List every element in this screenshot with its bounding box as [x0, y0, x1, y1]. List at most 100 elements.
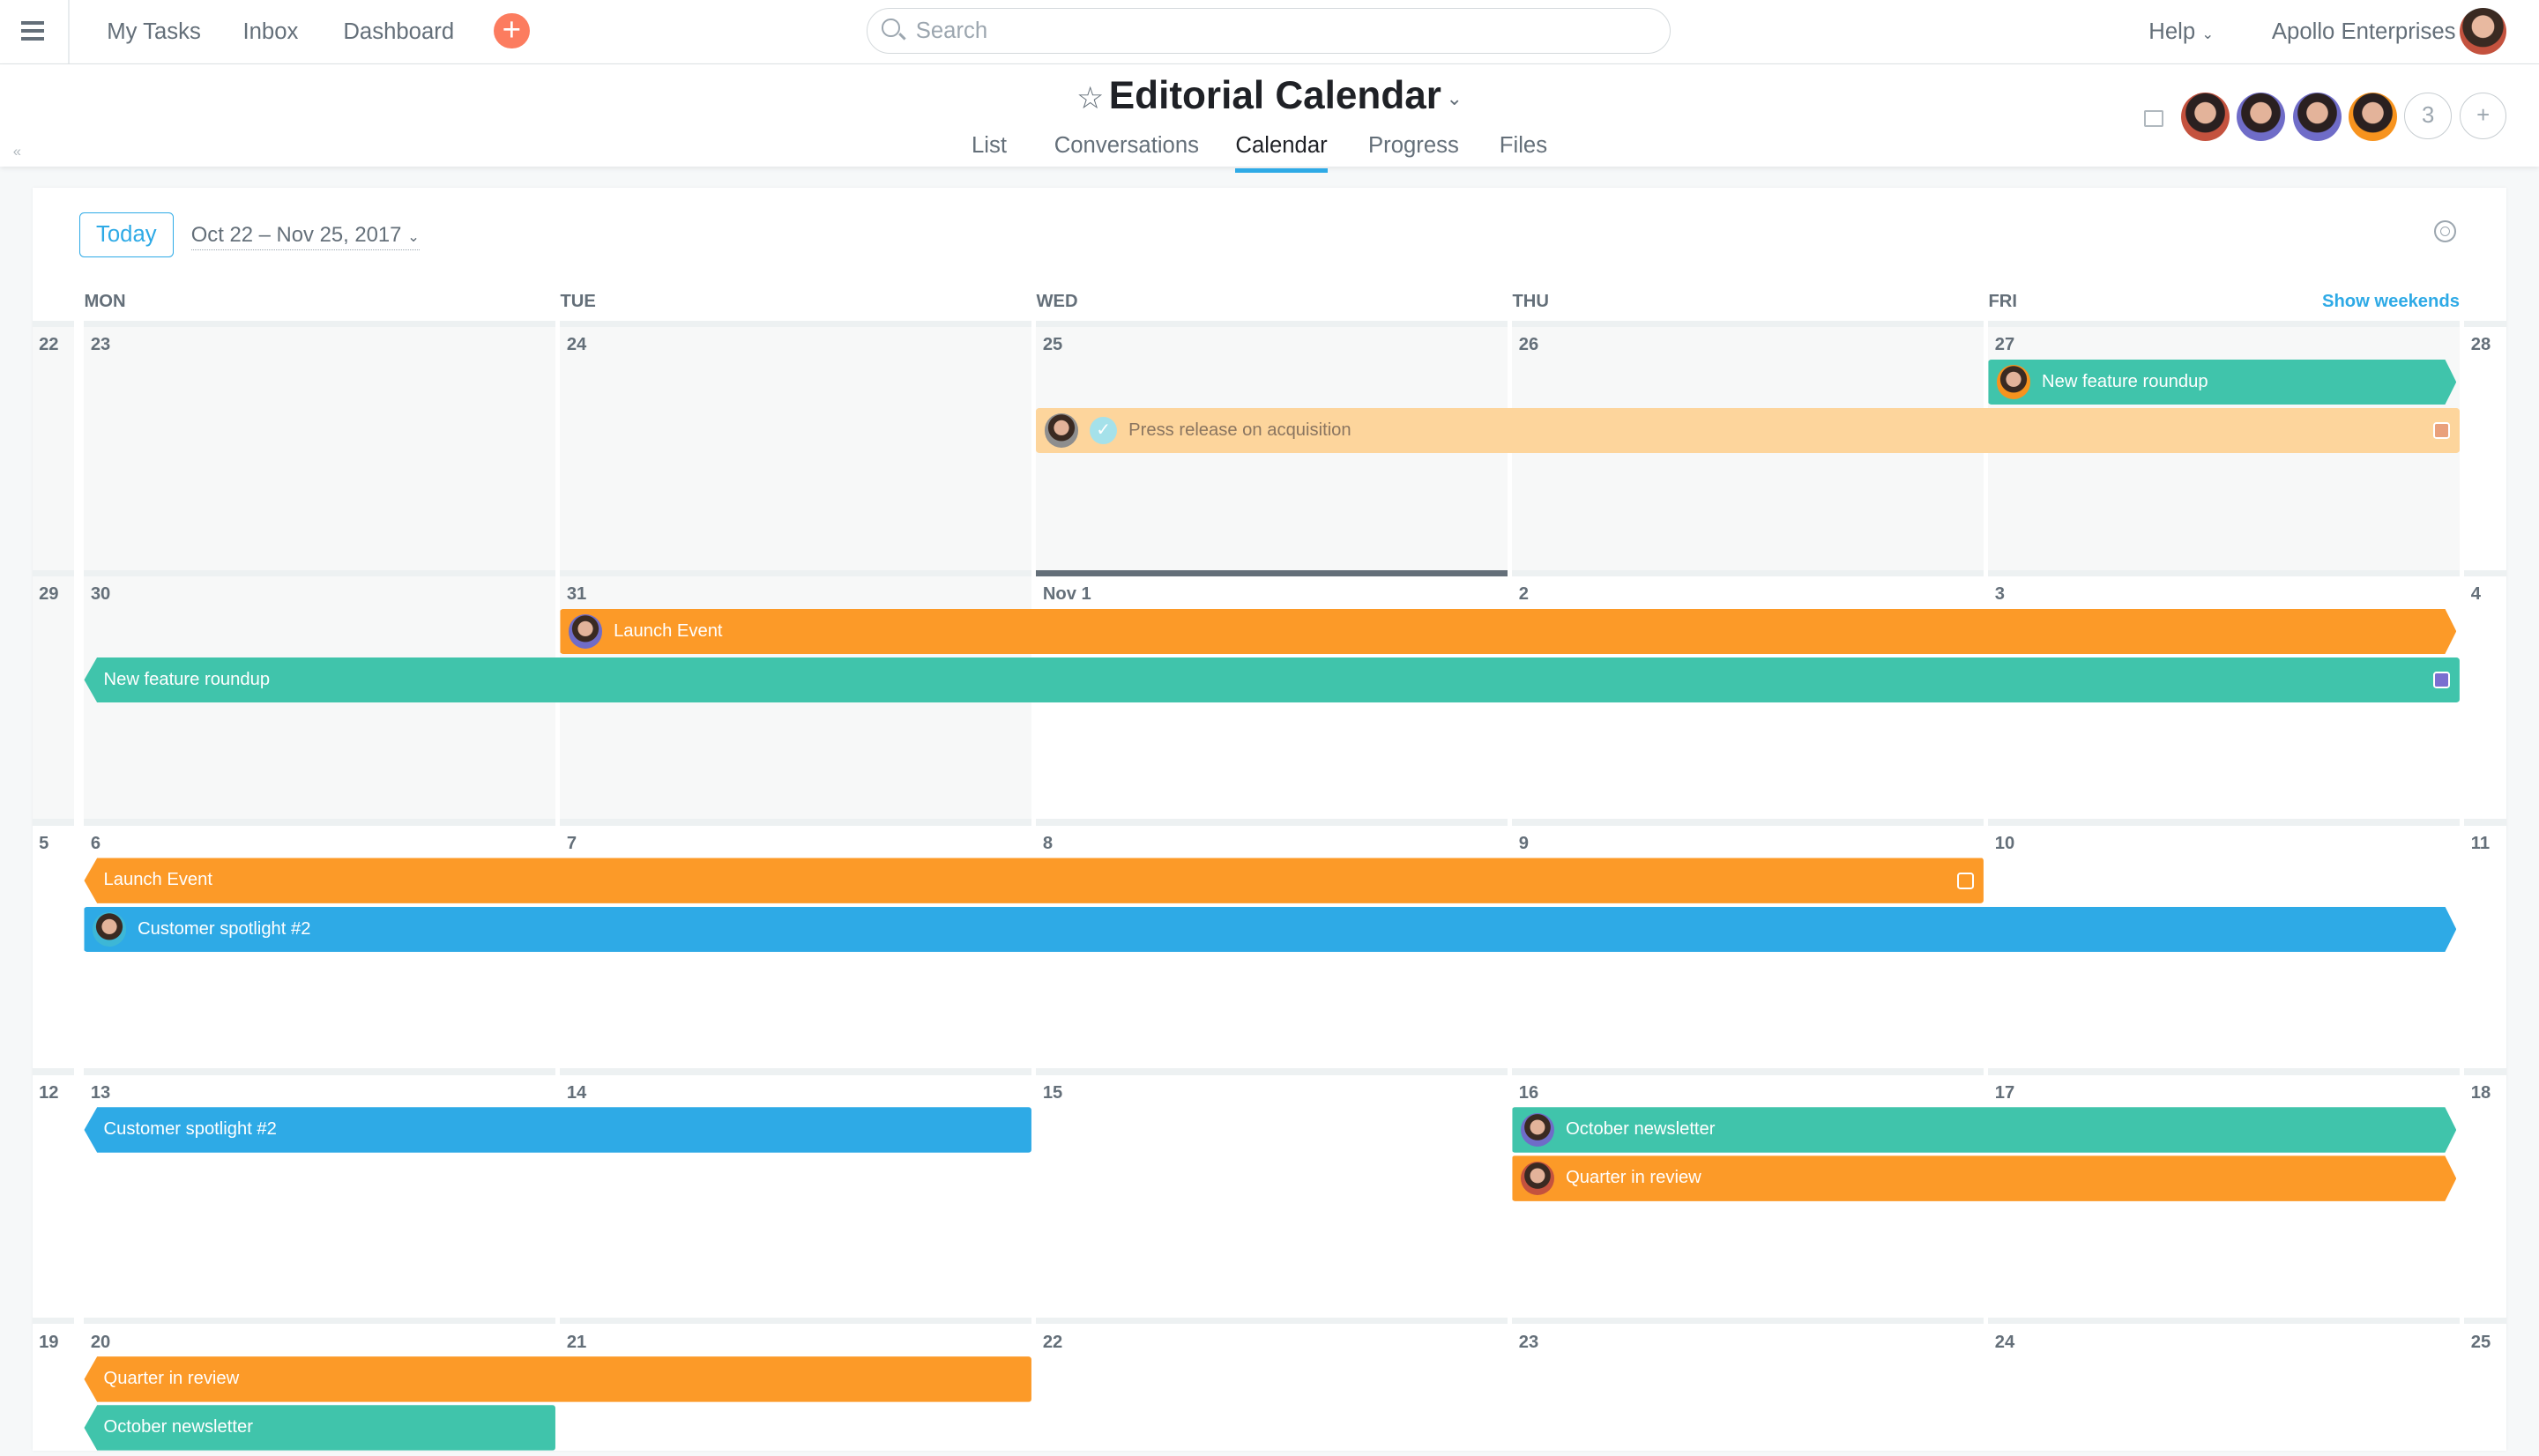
lock-icon[interactable]	[2143, 109, 2164, 127]
assignee-avatar[interactable]	[569, 614, 603, 649]
calendar-event[interactable]: New feature roundup	[84, 657, 2460, 703]
title-text[interactable]: Editorial Calendar	[1108, 74, 1441, 118]
member-avatar[interactable]	[2349, 92, 2398, 141]
day-cell[interactable]: 5	[32, 819, 75, 1068]
day-cell[interactable]: 6	[84, 819, 555, 1068]
member-avatar[interactable]	[2237, 92, 2286, 141]
day-cell-top-bar	[560, 1318, 1031, 1325]
day-cell[interactable]: 12	[32, 1068, 75, 1318]
day-cell[interactable]: 14	[560, 1068, 1031, 1318]
subtask-square-icon[interactable]	[2433, 422, 2450, 440]
day-cell[interactable]: 17	[1988, 1068, 2460, 1318]
day-cell[interactable]: 7	[560, 819, 1031, 1068]
day-cell[interactable]: 10	[1988, 819, 2460, 1068]
calendar-event[interactable]: ✓ Press release on acquisition	[1036, 407, 2460, 454]
day-cell[interactable]: 13	[84, 1068, 555, 1318]
day-cell[interactable]: 18	[2464, 1068, 2507, 1318]
event-label: Launch Event	[614, 620, 723, 641]
day-number: 3	[1994, 584, 2006, 605]
tab-list[interactable]: List	[972, 132, 1008, 158]
collapse-icon[interactable]: «	[12, 142, 21, 160]
tab-calendar[interactable]: Calendar	[1235, 133, 1328, 173]
day-cell[interactable]: 24	[1988, 1318, 2460, 1451]
day-cell[interactable]: 22	[1036, 1318, 1508, 1451]
event-label: New feature roundup	[103, 669, 271, 689]
day-number: 9	[1518, 833, 1530, 853]
nav-my-tasks[interactable]: My Tasks	[107, 19, 201, 45]
search-icon	[882, 19, 900, 37]
add-member-button[interactable]: +	[2459, 92, 2507, 140]
subtask-square-icon[interactable]	[2433, 672, 2450, 688]
star-icon[interactable]: ☆	[1076, 81, 1105, 116]
nav-dashboard[interactable]: Dashboard	[343, 19, 455, 45]
assignee-avatar[interactable]	[1044, 413, 1079, 448]
day-cell[interactable]: 15	[1036, 1068, 1508, 1318]
search-input[interactable]	[912, 17, 1632, 46]
member-avatar[interactable]	[2292, 92, 2342, 141]
day-cell[interactable]: 19	[32, 1318, 75, 1451]
nav-inbox[interactable]: Inbox	[242, 19, 299, 45]
date-range-picker[interactable]: Oct 22 – Nov 25, 2017 ⌄	[190, 223, 420, 251]
day-number: 23	[90, 335, 111, 355]
day-number: 22	[1042, 1332, 1063, 1352]
day-number: 21	[566, 1332, 587, 1352]
tab-files[interactable]: Files	[1499, 132, 1548, 158]
day-cell-top-bar	[84, 320, 555, 327]
day-cell[interactable]: 16	[1512, 1068, 1984, 1318]
tab-progress[interactable]: Progress	[1368, 132, 1459, 158]
day-cell[interactable]: 9	[1512, 819, 1984, 1068]
subtask-square-icon[interactable]	[1957, 872, 1974, 889]
day-cell[interactable]: Nov 1	[1036, 569, 1508, 820]
gear-icon[interactable]	[2433, 219, 2457, 243]
day-cell-top-bar	[84, 1068, 555, 1075]
member-avatar[interactable]	[2181, 92, 2230, 141]
day-cell[interactable]: 4	[2464, 569, 2507, 820]
day-cell-top-bar	[1512, 1068, 1984, 1075]
day-cell[interactable]: 23	[84, 320, 555, 570]
day-cell[interactable]: 2	[1512, 569, 1984, 820]
event-label: Customer spotlight #2	[138, 918, 311, 939]
calendar-event[interactable]: Launch Event	[84, 858, 1984, 903]
day-cell[interactable]: 11	[2464, 819, 2507, 1068]
day-cell[interactable]: 24	[560, 320, 1031, 570]
day-number: 25	[1042, 335, 1063, 355]
day-cell-top-bar	[1988, 1068, 2460, 1075]
assignee-avatar[interactable]	[1521, 1113, 1555, 1148]
more-members-count[interactable]: 3	[2404, 92, 2452, 140]
day-cell[interactable]: 20	[84, 1318, 555, 1451]
check-icon[interactable]: ✓	[1090, 416, 1118, 445]
calendar-event[interactable]: Launch Event	[560, 609, 2456, 654]
tab-conversations[interactable]: Conversations	[1054, 132, 1199, 158]
day-cell[interactable]: 21	[560, 1318, 1031, 1451]
calendar-event[interactable]: October newsletter	[84, 1405, 555, 1451]
assignee-avatar[interactable]	[1997, 365, 2031, 399]
menu-icon[interactable]	[20, 20, 44, 41]
day-cell[interactable]: 22	[32, 320, 75, 570]
user-avatar[interactable]	[2459, 8, 2507, 56]
day-cell[interactable]: 28	[2464, 320, 2507, 570]
calendar-event[interactable]: Customer spotlight #2	[84, 907, 2456, 952]
calendar-event[interactable]: October newsletter	[1512, 1107, 2456, 1152]
calendar-event[interactable]: New feature roundup	[1988, 360, 2456, 405]
day-cell[interactable]: 8	[1036, 819, 1508, 1068]
day-cell-top-bar	[2464, 819, 2507, 826]
quick-add-button[interactable]: +	[494, 12, 530, 49]
day-cell-top-bar	[32, 1068, 75, 1075]
calendar-event[interactable]: Quarter in review	[84, 1356, 1031, 1402]
show-weekends-link[interactable]: Show weekends	[2321, 291, 2460, 311]
search-box[interactable]	[866, 8, 1672, 54]
org-name[interactable]: Apollo Enterprises	[2271, 19, 2456, 45]
today-button[interactable]: Today	[78, 212, 174, 258]
day-cell[interactable]: 23	[1512, 1318, 1984, 1451]
assignee-avatar[interactable]	[93, 912, 127, 947]
day-cell[interactable]: 25	[2464, 1318, 2507, 1451]
day-cell-top-bar	[84, 569, 555, 576]
day-cell[interactable]: 3	[1988, 569, 2460, 820]
assignee-avatar[interactable]	[1521, 1162, 1555, 1196]
day-number: 10	[1994, 833, 2015, 853]
chevron-down-icon[interactable]: ⌄	[1446, 86, 1463, 109]
day-cell[interactable]: 29	[32, 569, 75, 820]
calendar-event[interactable]: Customer spotlight #2	[84, 1107, 1031, 1153]
calendar-event[interactable]: Quarter in review	[1512, 1155, 2456, 1200]
help-menu[interactable]: Help ⌄	[2148, 19, 2214, 45]
